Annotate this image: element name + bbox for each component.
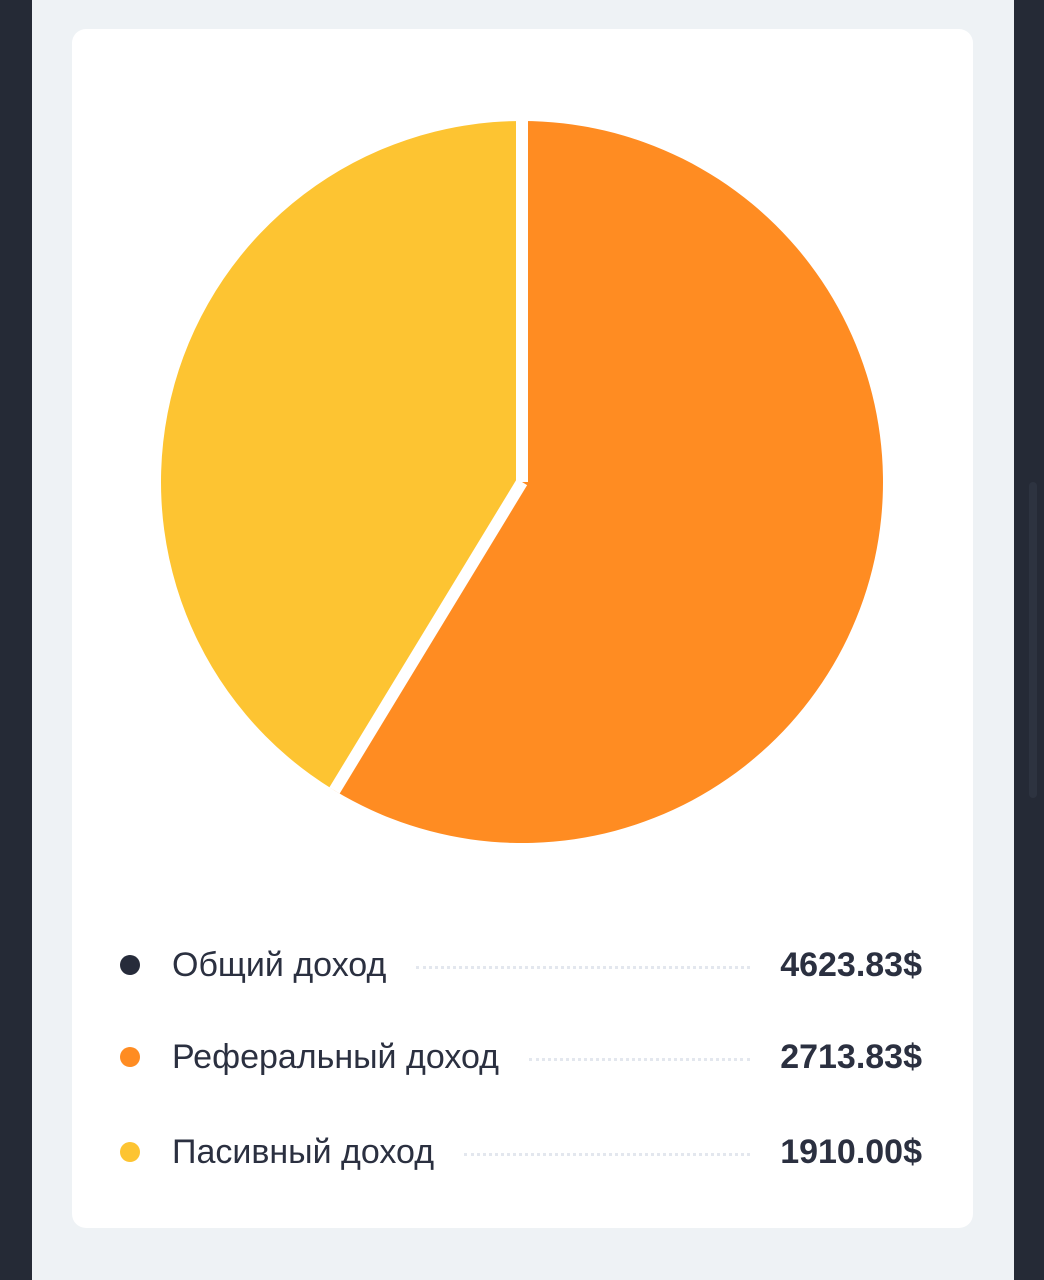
legend-dot-total xyxy=(120,955,140,975)
pie-slice-0 xyxy=(334,121,883,843)
legend-leader xyxy=(464,1152,751,1156)
legend-label-referral: Реферальный доход xyxy=(172,1037,499,1076)
legend-item-referral: Реферальный доход 2713.83$ xyxy=(120,1033,922,1081)
legend-value-passive: 1910.00$ xyxy=(780,1132,922,1171)
pie-separator-1 xyxy=(329,478,528,794)
legend-label-total: Общий доход xyxy=(172,945,387,984)
legend-dot-passive xyxy=(120,1142,140,1162)
legend-dot-referral xyxy=(120,1047,140,1067)
legend-item-passive: Пасивный доход 1910.00$ xyxy=(120,1128,922,1176)
scrollbar[interactable] xyxy=(1029,482,1037,798)
legend-item-total: Общий доход 4623.83$ xyxy=(120,941,922,989)
legend-label-passive: Пасивный доход xyxy=(172,1132,435,1171)
legend-leader xyxy=(416,965,751,969)
legend-value-referral: 2713.83$ xyxy=(780,1037,922,1076)
legend-value-total: 4623.83$ xyxy=(780,945,922,984)
legend-leader xyxy=(528,1057,751,1061)
